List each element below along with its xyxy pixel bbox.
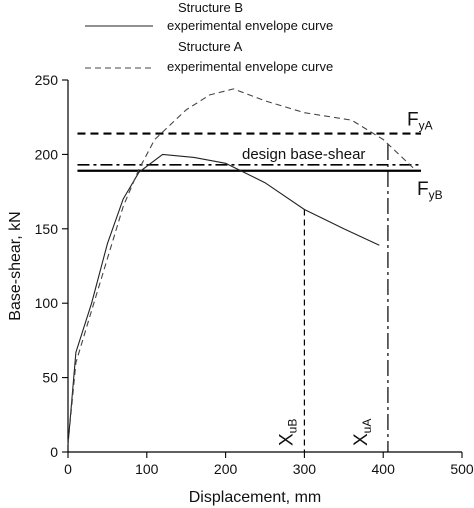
x-tick-label-100: 100 xyxy=(135,461,159,477)
series-line-structure-b xyxy=(67,153,380,445)
y-tick-label-50: 50 xyxy=(42,370,58,386)
x-axis-title: Displacement, mm xyxy=(189,489,321,506)
x-tick-label-300: 300 xyxy=(293,461,317,477)
legend-label-structure-b-title: Structure B xyxy=(178,0,243,15)
series-line-structure-a xyxy=(67,88,416,445)
y-tick-label-200: 200 xyxy=(35,146,59,162)
y-tick-label-0: 0 xyxy=(50,444,58,460)
label-FyA: FyA xyxy=(407,110,433,133)
x-tick-label-400: 400 xyxy=(372,461,396,477)
x-tick-label-500: 500 xyxy=(450,461,474,477)
legend-label-structure-b-desc: experimental envelope curve xyxy=(167,18,333,33)
y-tick-label-250: 250 xyxy=(35,72,59,88)
label-FyB: FyB xyxy=(417,179,443,202)
x-tick-label-200: 200 xyxy=(214,461,238,477)
y-tick-label-150: 150 xyxy=(35,221,59,237)
legend-label-structure-a-title: Structure A xyxy=(178,39,243,54)
label-XuB: XuB xyxy=(276,419,299,446)
label-design-base-shear: design base-shear xyxy=(242,146,365,163)
label-XuA: XuA xyxy=(351,419,374,446)
x-tick-label-0: 0 xyxy=(64,461,72,477)
y-tick-label-100: 100 xyxy=(35,295,59,311)
legend-label-structure-a-desc: experimental envelope curve xyxy=(167,59,333,74)
y-axis-title: Base-shear, kN xyxy=(7,211,24,320)
